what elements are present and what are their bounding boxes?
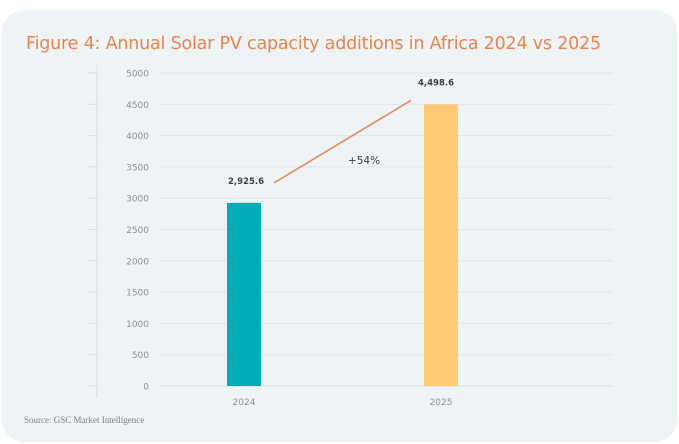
y-tick-label: 4500	[126, 101, 149, 111]
chart-card: Figure 4: Annual Solar PV capacity addit…	[2, 10, 677, 442]
y-tick-label: 5000	[126, 70, 149, 80]
y-tick-label: 1000	[126, 320, 149, 330]
y-tick-label: 4000	[126, 132, 149, 142]
data-label: 2,925.6	[228, 177, 264, 187]
data-label: 4,498.6	[418, 78, 454, 88]
y-tick-label: 3000	[126, 195, 149, 205]
y-tick-label: 2500	[126, 226, 149, 236]
y-tick-label: 2000	[126, 257, 149, 267]
growth-trend-line	[273, 99, 412, 184]
bar-2025	[424, 104, 458, 387]
y-tick-label: 0	[143, 383, 149, 393]
x-tick-label: 2025	[430, 398, 453, 408]
chart-title: Figure 4: Annual Solar PV capacity addit…	[26, 34, 601, 54]
y-tick-label: 1500	[126, 289, 149, 299]
x-tick-label: 2024	[233, 398, 256, 408]
y-tick-label: 3500	[126, 163, 149, 173]
bar-2024	[227, 202, 261, 386]
y-tick-label: 500	[132, 351, 149, 361]
source-note: Source: GSC Market Intelligence	[24, 415, 145, 425]
growth-annotation: +54%	[348, 155, 380, 167]
